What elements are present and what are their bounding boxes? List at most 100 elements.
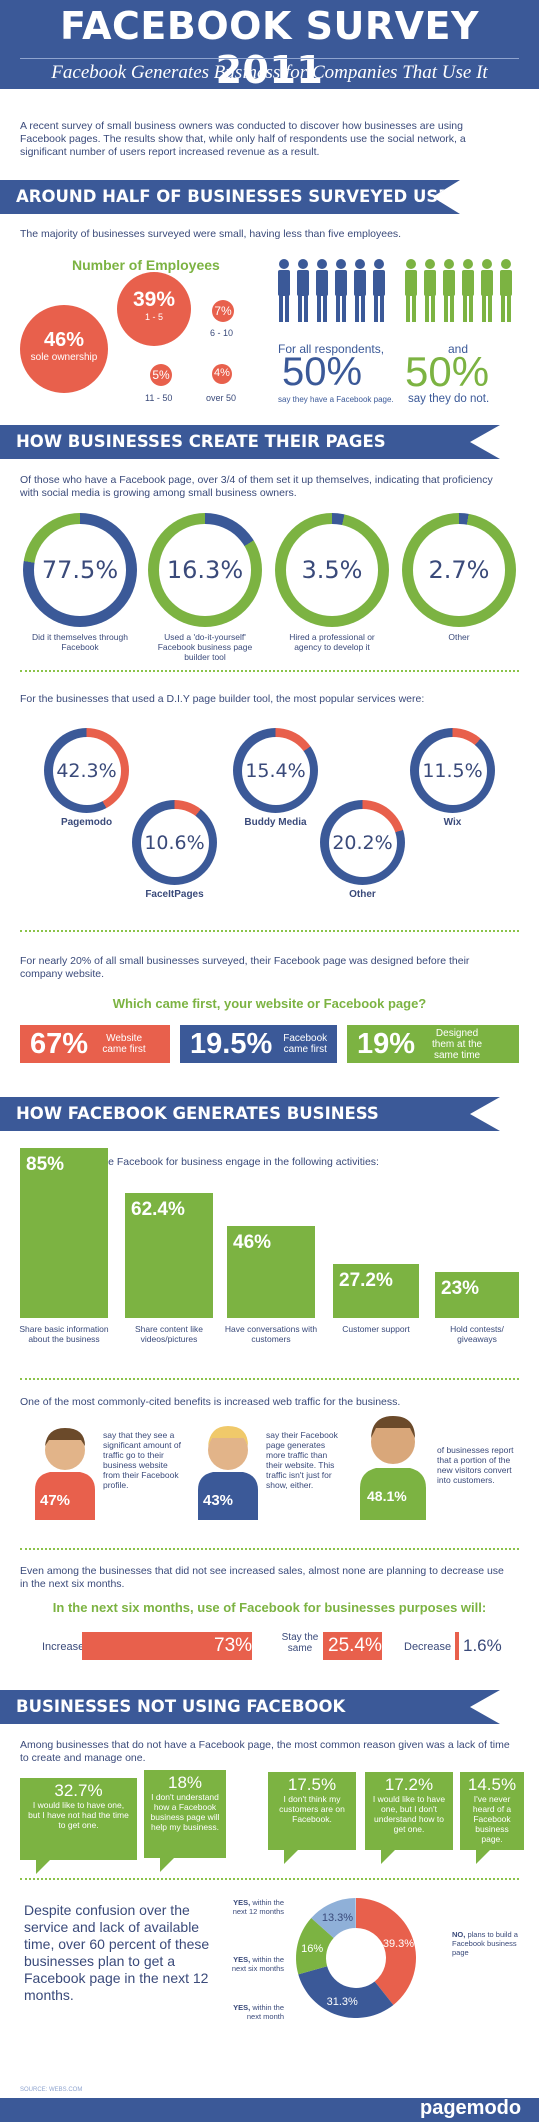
employees-intro: The majority of businesses surveyed were… xyxy=(20,228,402,240)
reason-text: I don't understand how a Facebook busine… xyxy=(150,1792,220,1832)
traffic-text: of businesses report that a portion of t… xyxy=(437,1445,514,1485)
ring-inner: 10.6% xyxy=(140,808,209,877)
employee-pct: 46% xyxy=(43,329,85,351)
person-red-icon xyxy=(35,1428,95,1520)
diy-pct: 15.4% xyxy=(245,759,306,782)
diy-label: Buddy Media xyxy=(244,817,307,828)
first-box-website: 67% Website came first xyxy=(20,1025,170,1063)
employees-heading: Number of Employees xyxy=(72,257,220,273)
section-4-banner: BUSINESSES NOT USING FACEBOOK xyxy=(0,1690,500,1724)
activity-bar: 46% xyxy=(227,1226,315,1318)
first-box-same: 19% Designed them at the same time xyxy=(347,1025,519,1063)
create-label: Did it themselves through Facebook xyxy=(32,632,128,652)
intro-text: A recent survey of small business owners… xyxy=(20,120,466,158)
reason-bubble: 18% I don't understand how a Facebook bus… xyxy=(144,1770,226,1872)
respondents-right-post: say they do not. xyxy=(408,393,490,405)
footer-brand-logo: pagemodo xyxy=(420,2097,522,2119)
future-increase-label: Increase xyxy=(42,1641,85,1653)
despite-text: Despite confusion over the service and l… xyxy=(24,1902,210,2003)
person-green-icon xyxy=(360,1416,426,1520)
employee-label: over 50 xyxy=(206,393,237,403)
person-blue-icon xyxy=(198,1426,258,1520)
future-same-pct: 25.4% xyxy=(328,1635,382,1656)
header: FACEBOOK SURVEY 2011 Facebook Generates … xyxy=(0,0,539,92)
diy-label: FaceItPages xyxy=(145,889,204,900)
reason-bubble: 32.7% I would like to have one, but I hav… xyxy=(20,1778,137,1874)
employee-pct: 39% xyxy=(132,288,176,311)
footer-bar xyxy=(0,2098,539,2122)
employee-label: 6 - 10 xyxy=(210,328,234,338)
activity-bar: 62.4% xyxy=(125,1193,213,1318)
donut-slice xyxy=(356,1898,416,2005)
page-subtitle: Facebook Generates Business for Companie… xyxy=(20,58,519,84)
donut-slice xyxy=(311,1898,356,1939)
respondents-left-pct: 50% xyxy=(282,350,363,394)
create-ring: 2.7% xyxy=(402,513,516,627)
activities-intro: Businesses that use Facebook for busines… xyxy=(20,1156,379,1168)
reason-text: I don't think my customers are on Facebo… xyxy=(279,1794,345,1824)
diy-label: Other xyxy=(349,889,376,900)
diy-pct: 42.3% xyxy=(56,759,117,782)
donut-label-text: within the next six months xyxy=(231,1955,284,1973)
page-title: FACEBOOK SURVEY 2011 xyxy=(60,4,479,92)
create-pct: 77.5% xyxy=(41,556,119,584)
future-increase-pct: 73% xyxy=(214,1635,253,1656)
employee-circle-sole: 46% sole ownership xyxy=(20,305,108,393)
notusing-intro: Among businesses that do not have a Face… xyxy=(20,1739,510,1764)
employee-circle-11-50: 5% xyxy=(150,364,172,386)
activity-label: Share content like videos/pictures xyxy=(134,1324,204,1344)
ring-inner: 11.5% xyxy=(418,736,487,805)
divider xyxy=(20,1378,519,1380)
first-label: Facebook came first xyxy=(283,1033,328,1055)
create-ring: 16.3% xyxy=(148,513,262,627)
activity-label: Hold contests/ giveaways xyxy=(450,1324,504,1344)
donut-label-12mo: YES, within the next 12 months xyxy=(222,1898,284,1916)
employee-label: 1 - 5 xyxy=(144,312,163,322)
activity-label: Have conversations with customers xyxy=(224,1324,318,1344)
future-decrease-bar xyxy=(455,1632,459,1660)
donut-label-6mo: YES, within the next six months xyxy=(222,1955,284,1973)
create-label: Hired a professional or agency to develo… xyxy=(289,632,375,652)
ring-inner: 42.3% xyxy=(52,736,121,805)
section-3-banner: HOW FACEBOOK GENERATES BUSINESS xyxy=(0,1097,500,1131)
diy-label: Pagemodo xyxy=(60,817,113,828)
create-pct: 2.7% xyxy=(428,556,490,584)
donut-slice xyxy=(296,1918,334,1975)
people-green-icon xyxy=(405,259,512,322)
reason-text: I would like to have one, but I don't un… xyxy=(372,1794,446,1834)
diy-ring: 15.4% xyxy=(233,728,318,813)
reason-bubble: 17.5% I don't think my customers are on F… xyxy=(268,1772,356,1864)
diy-ring: 42.3% xyxy=(44,728,129,813)
create-intro: Of those who have a Facebook page, over … xyxy=(20,474,493,499)
diy-intro: For the businesses that used a D.I.Y pag… xyxy=(20,693,425,705)
future-same-label: Stay the same xyxy=(281,1632,319,1654)
create-label: Used a 'do-it-yourself' Facebook busines… xyxy=(157,632,253,662)
donut-label-bold: YES, xyxy=(233,2003,251,2012)
activity-bar: 27.2% xyxy=(333,1264,419,1318)
future-same-bar xyxy=(323,1632,382,1660)
future-intro: Even among the businesses that did not s… xyxy=(20,1565,504,1590)
respondents-right-pre: and xyxy=(448,342,469,356)
ring-inner: 15.4% xyxy=(241,736,310,805)
future-increase-bar xyxy=(82,1632,252,1660)
create-label: Other xyxy=(448,632,470,642)
divider xyxy=(20,670,519,672)
future-heading: In the next six months, use of Facebook … xyxy=(52,1600,487,1615)
divider xyxy=(20,1878,519,1880)
employee-label: sole ownership xyxy=(30,352,98,363)
first-intro: For nearly 20% of all small businesses s… xyxy=(20,955,470,980)
ring-inner: 20.2% xyxy=(328,808,397,877)
activity-bar: 23% xyxy=(435,1272,519,1318)
divider xyxy=(20,1548,519,1550)
traffic-pct: 48.1% xyxy=(367,1488,407,1504)
first-label: Website came first xyxy=(102,1033,146,1055)
future-decrease-label: Decrease xyxy=(404,1641,452,1653)
first-label: Designed them at the same time xyxy=(432,1027,483,1061)
reason-text: I would like to have one, but I have not… xyxy=(28,1800,129,1830)
divider xyxy=(20,930,519,932)
ring-inner: 77.5% xyxy=(34,524,126,616)
donut-slice xyxy=(298,1966,394,2018)
donut-label-month: YES, within the next month xyxy=(222,2003,284,2021)
employee-circle-1-5: 39% 1 - 5 xyxy=(117,272,191,346)
traffic-text: say that they see a significant amount o… xyxy=(103,1430,181,1490)
